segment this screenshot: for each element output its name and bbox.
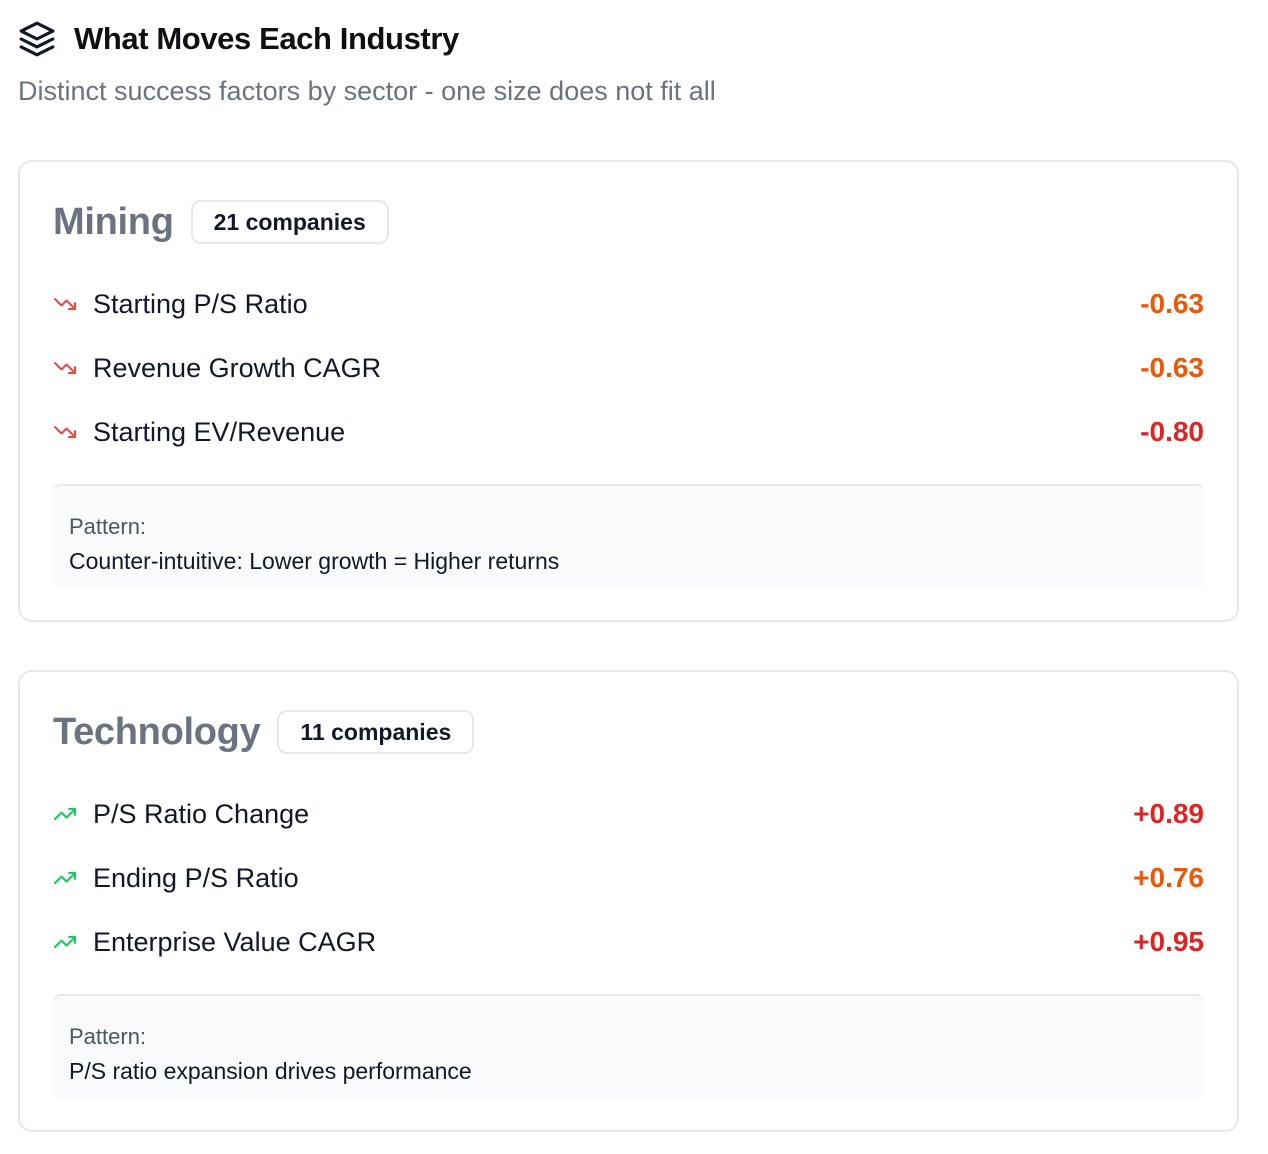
factor-row: Enterprise Value CAGR +0.95: [53, 910, 1204, 974]
layers-icon: [18, 20, 56, 58]
factor-value: -0.63: [1140, 288, 1204, 319]
trending-down-icon: [53, 420, 77, 444]
factor-row: Starting P/S Ratio -0.63: [53, 272, 1204, 336]
factor-value: +0.95: [1133, 926, 1204, 957]
factor-list: P/S Ratio Change +0.89 Ending P/S Ratio …: [53, 782, 1204, 974]
page-subtitle: Distinct success factors by sector - one…: [18, 76, 716, 106]
trending-up-icon: [53, 866, 77, 890]
factor-row: Ending P/S Ratio +0.76: [53, 846, 1204, 910]
company-count-badge: 11 companies: [277, 710, 475, 754]
factor-list: Starting P/S Ratio -0.63 Revenue Growth …: [53, 272, 1204, 464]
pattern-text: P/S ratio expansion drives performance: [69, 1058, 472, 1084]
sector-name: Technology: [53, 710, 261, 753]
sector-card-technology: Technology 11 companies P/S Ratio Change…: [18, 670, 1239, 1132]
trending-down-icon: [53, 292, 77, 316]
page-title: What Moves Each Industry: [74, 21, 459, 56]
section-header: What Moves Each Industry: [18, 20, 459, 58]
factor-row: Starting EV/Revenue -0.80: [53, 400, 1204, 464]
factor-label: Starting EV/Revenue: [93, 416, 346, 447]
pattern-label: Pattern:: [69, 514, 147, 539]
factor-row: P/S Ratio Change +0.89: [53, 782, 1204, 846]
pattern-label: Pattern:: [69, 1024, 147, 1049]
factor-value: +0.89: [1133, 798, 1204, 829]
sector-card-header: Technology 11 companies: [53, 710, 475, 754]
factor-label: Enterprise Value CAGR: [93, 926, 377, 957]
pattern-box: Pattern: Counter-intuitive: Lower growth…: [53, 484, 1204, 588]
sector-card-header: Mining 21 companies: [53, 200, 389, 244]
company-count-badge: 21 companies: [190, 200, 389, 244]
factor-value: +0.76: [1133, 862, 1204, 893]
sector-card-mining: Mining 21 companies Starting P/S Ratio -…: [18, 160, 1239, 622]
factor-label: Ending P/S Ratio: [93, 862, 299, 893]
factor-value: -0.80: [1140, 416, 1204, 447]
factor-label: Starting P/S Ratio: [93, 288, 308, 319]
factor-row: Revenue Growth CAGR -0.63: [53, 336, 1204, 400]
trending-down-icon: [53, 356, 77, 380]
factor-label: Revenue Growth CAGR: [93, 352, 382, 383]
trending-up-icon: [53, 802, 77, 826]
pattern-text: Counter-intuitive: Lower growth = Higher…: [69, 548, 560, 574]
factor-value: -0.63: [1140, 352, 1204, 383]
trending-up-icon: [53, 930, 77, 954]
sector-name: Mining: [53, 200, 174, 243]
pattern-box: Pattern: P/S ratio expansion drives perf…: [53, 994, 1204, 1098]
factor-label: P/S Ratio Change: [93, 798, 310, 829]
